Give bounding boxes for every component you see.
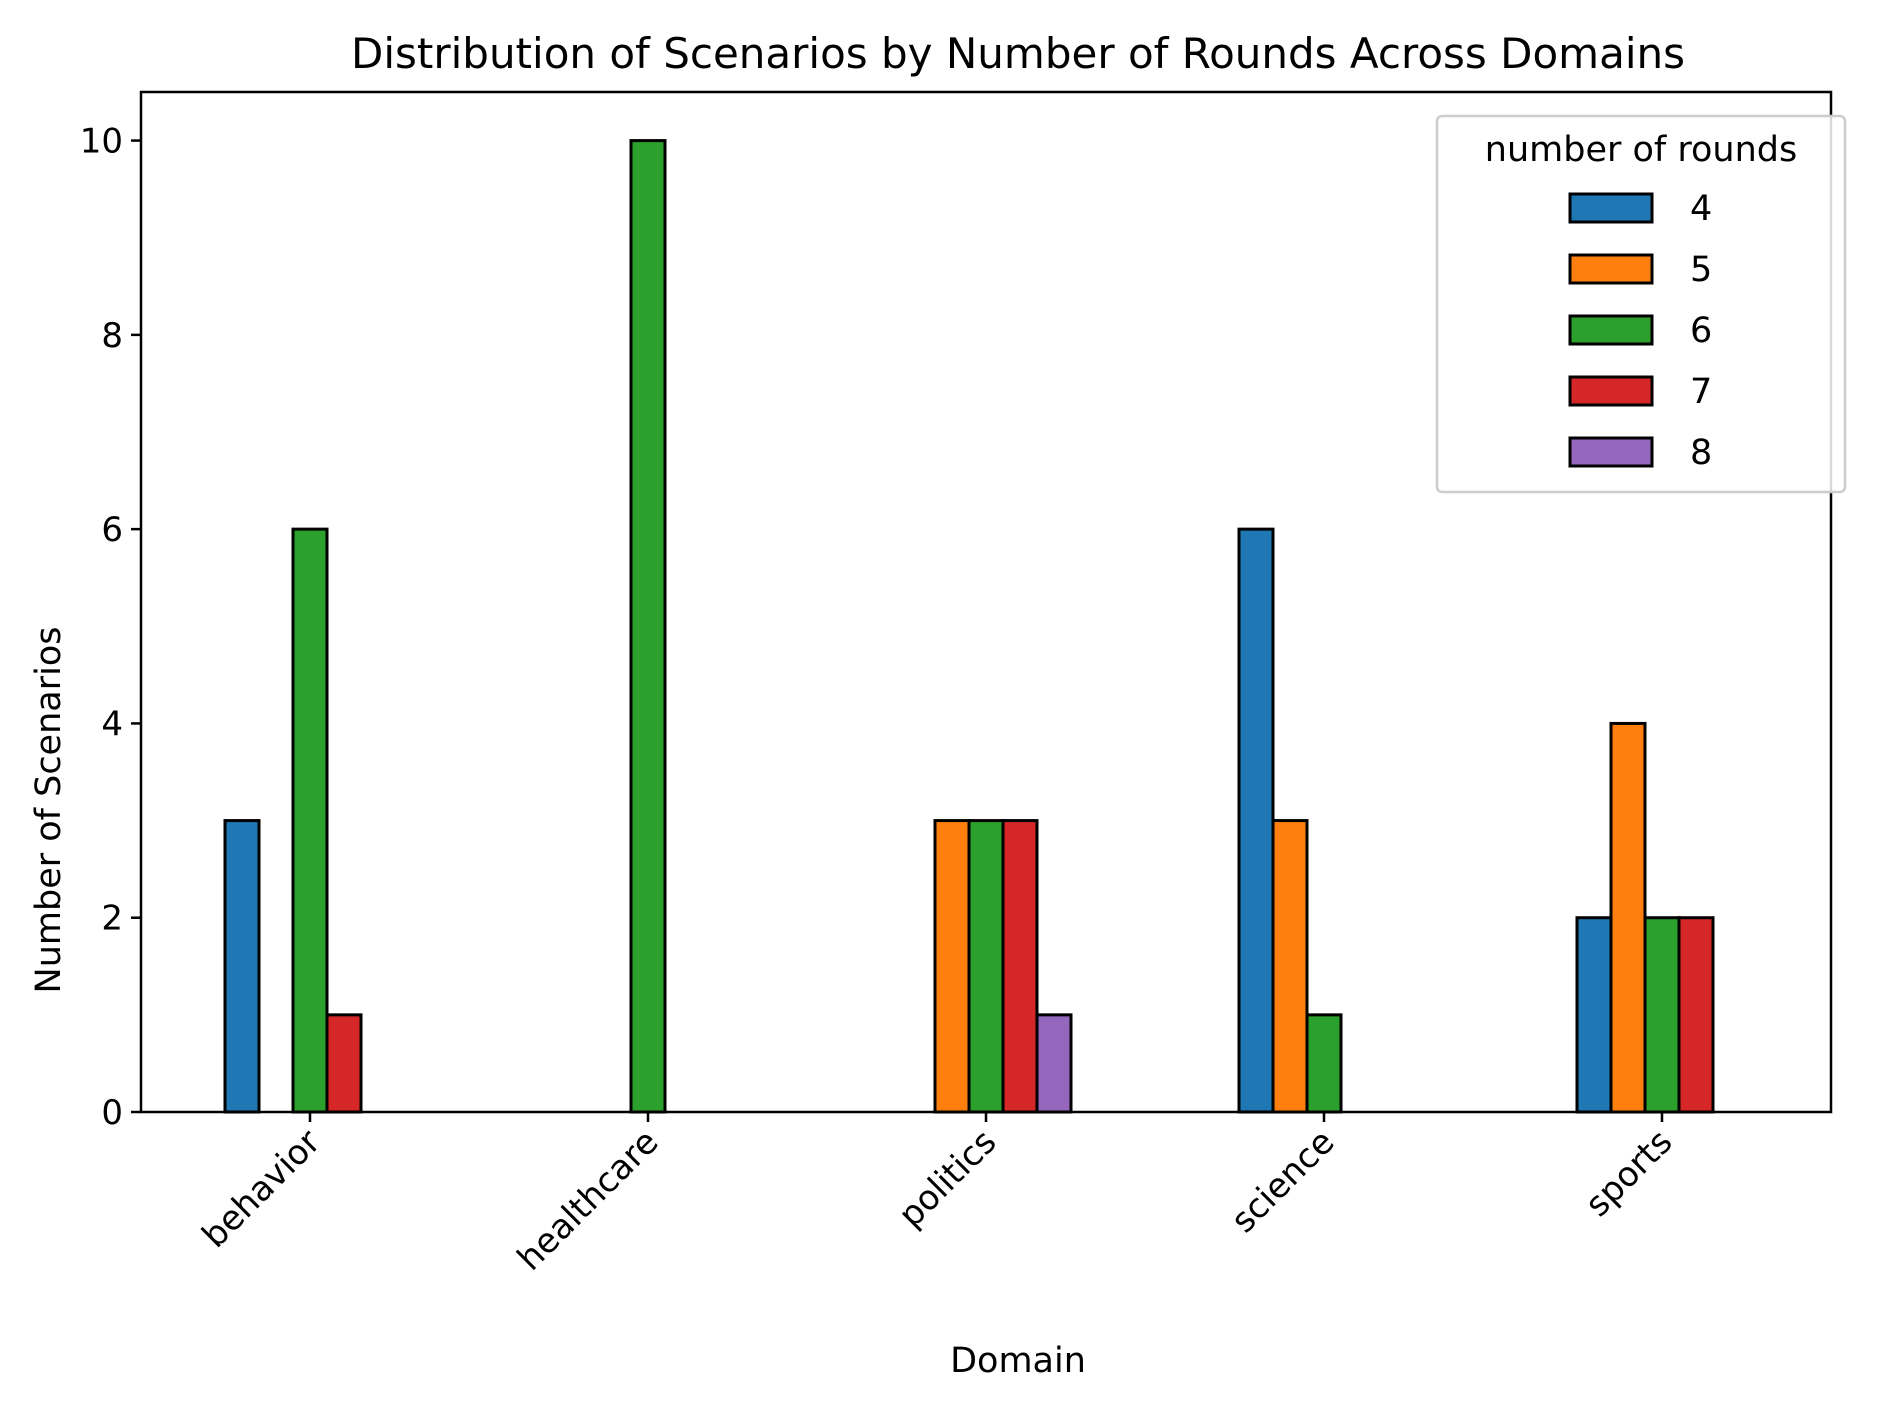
bar-sports-7 (1677, 916, 1715, 1114)
x-tick-label: healthcare (510, 1122, 666, 1278)
bar-politics-6 (967, 819, 1005, 1114)
legend-label-7: 7 (1690, 372, 1712, 412)
bar-politics-8 (1035, 1013, 1073, 1114)
bar-science-6 (1305, 1013, 1343, 1114)
y-tick-label: 8 (101, 316, 123, 356)
bar-sports-4 (1575, 916, 1613, 1114)
y-tick-label: 6 (101, 510, 123, 550)
bar-politics-7 (1001, 819, 1039, 1114)
y-axis-label: Number of Scenarios (29, 627, 69, 994)
legend-swatch-7 (1568, 375, 1654, 407)
bar-healthcare-6 (629, 139, 667, 1114)
x-tick-label: behavior (195, 1122, 329, 1256)
y-tick-label: 4 (101, 704, 123, 744)
bar-science-4 (1237, 527, 1275, 1114)
y-tick-label: 2 (101, 899, 123, 939)
legend: number of rounds 4 5 6 7 8 (1435, 114, 1847, 494)
x-tick-label: sports (1578, 1122, 1681, 1225)
legend-title: number of rounds (1485, 130, 1797, 170)
legend-box (1435, 114, 1847, 494)
legend-label-6: 6 (1690, 311, 1712, 351)
bar-politics-5 (933, 819, 971, 1114)
legend-swatch-4 (1568, 192, 1654, 224)
x-tick-label: science (1224, 1122, 1343, 1241)
bar-science-5 (1271, 819, 1309, 1114)
legend-swatch-5 (1568, 253, 1654, 285)
legend-swatch-8 (1568, 436, 1654, 468)
legend-swatch-6 (1568, 314, 1654, 346)
chart-title: Distribution of Scenarios by Number of R… (351, 29, 1685, 78)
bar-behavior-4 (223, 819, 261, 1114)
y-tick-label: 10 (80, 122, 123, 162)
legend-label-4: 4 (1690, 189, 1712, 229)
bar-behavior-7 (325, 1013, 363, 1114)
legend-label-8: 8 (1690, 433, 1712, 473)
x-tick-label: politics (891, 1122, 1004, 1235)
bar-sports-5 (1609, 721, 1647, 1114)
legend-label-5: 5 (1690, 250, 1712, 290)
x-axis-label: Domain (950, 1341, 1086, 1381)
bar-behavior-6 (291, 527, 329, 1114)
y-tick-label: 0 (101, 1093, 123, 1133)
bar-sports-6 (1643, 916, 1681, 1114)
